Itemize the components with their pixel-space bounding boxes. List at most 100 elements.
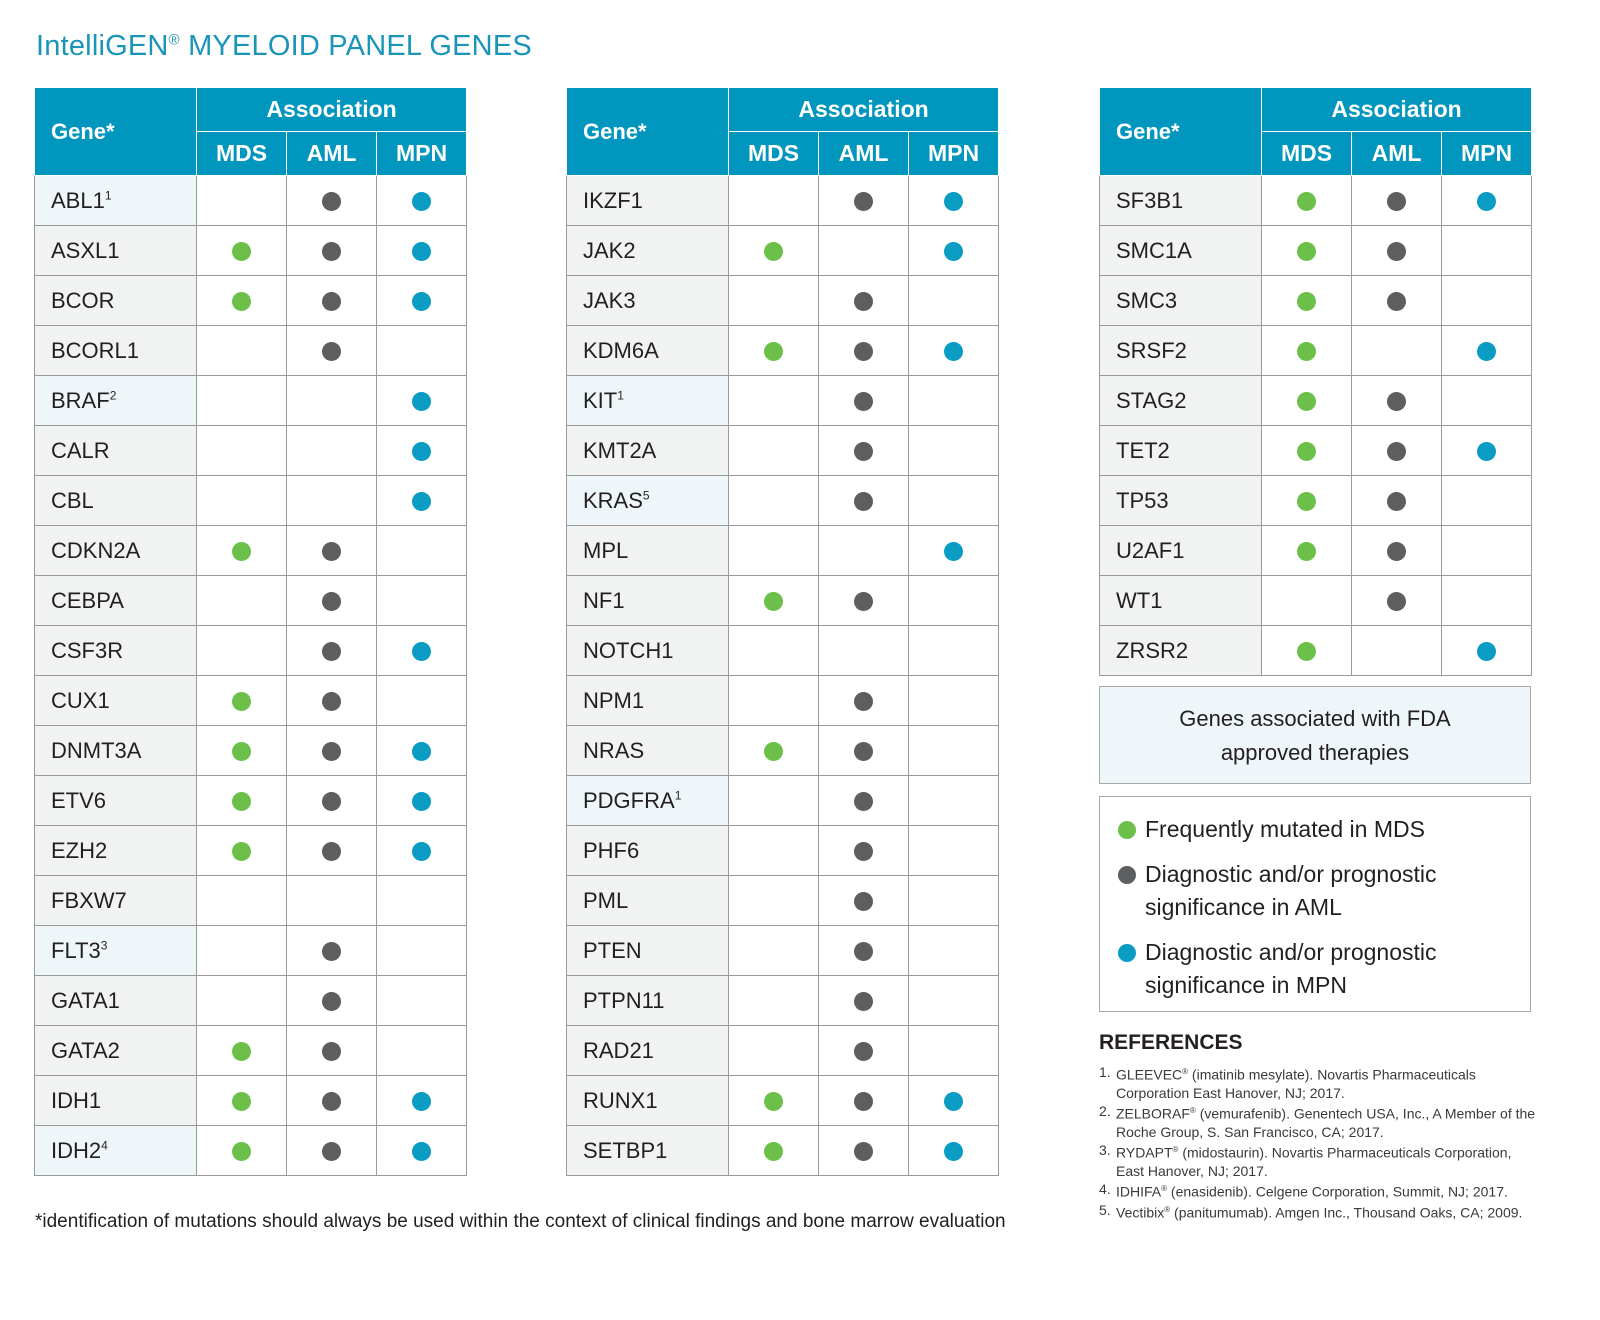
aml-dot-icon xyxy=(322,542,341,562)
gene-name: PTPN11 xyxy=(583,987,665,1013)
gene-name: JAK2 xyxy=(583,237,636,263)
mds-dot-icon xyxy=(1297,442,1316,462)
mds-cell xyxy=(728,375,819,426)
reference-drug: GLEEVEC xyxy=(1116,1066,1183,1083)
gene-name: SMC3 xyxy=(1116,287,1178,313)
mds-cell xyxy=(1261,225,1352,276)
table-row: KMT2A xyxy=(566,425,1000,476)
mds-dot-icon xyxy=(764,242,783,262)
aml-cell xyxy=(286,625,377,676)
aml-cell xyxy=(818,275,909,326)
gene-name: CUX1 xyxy=(51,687,110,713)
gene-name-cell: NPM1 xyxy=(566,675,729,726)
fda-legend-box: Genes associated with FDA approved thera… xyxy=(1099,686,1531,784)
table-row: MPL xyxy=(566,525,1000,576)
aml-cell xyxy=(286,275,377,326)
fda-legend-line-2: approved therapies xyxy=(1220,740,1410,765)
gene-name: NRAS xyxy=(583,737,645,763)
gene-table-3: Gene* Association MDS AML MPN SF3B1 SMC1A SMC3 S… xyxy=(1099,87,1533,676)
table-row: WT1 xyxy=(1099,575,1533,626)
mpn-column-header: MPN xyxy=(907,131,1000,176)
gene-reference-superscript: 1 xyxy=(617,388,624,403)
reference-text: (enasidenib). Celgene Corporation, Summi… xyxy=(1167,1183,1508,1200)
gene-name: ZRSR2 xyxy=(1116,637,1189,663)
aml-cell xyxy=(818,725,909,776)
gene-name-cell: EZH2 xyxy=(34,825,197,876)
gene-name: CALR xyxy=(51,437,110,463)
gene-name-cell: NOTCH1 xyxy=(566,625,729,676)
aml-dot-icon xyxy=(1387,192,1406,212)
aml-cell xyxy=(286,325,377,376)
mpn-dot-icon xyxy=(412,192,432,212)
mds-cell xyxy=(196,675,287,726)
aml-cell xyxy=(286,575,377,626)
aml-dot-icon xyxy=(854,492,873,512)
mds-cell xyxy=(728,175,819,226)
aml-cell xyxy=(286,425,377,476)
reference-item: 1. GLEEVEC® (imatinib mesylate). Novartis… xyxy=(1099,1063,1539,1102)
aml-column-header: AML xyxy=(1351,131,1442,176)
gene-name: IDH1 xyxy=(51,1087,102,1113)
legend: Frequently mutated in MDS Diagnostic and… xyxy=(1099,796,1531,1012)
aml-dot-icon xyxy=(854,392,873,412)
gene-name: BCORL1 xyxy=(51,337,140,363)
aml-cell xyxy=(286,375,377,426)
table-row: IDH1 xyxy=(34,1075,468,1126)
aml-dot-icon xyxy=(322,942,341,962)
mds-cell xyxy=(196,1125,287,1176)
mpn-dot-icon xyxy=(412,642,432,662)
table-row: ASXL1 xyxy=(34,225,468,276)
gene-name: CDKN2A xyxy=(51,537,141,563)
aml-cell xyxy=(818,1025,909,1076)
gene-name-cell: PML xyxy=(566,875,729,926)
table-row: STAG2 xyxy=(1099,375,1533,426)
aml-cell xyxy=(818,775,909,826)
reference-text: (vemurafenib). Genentech USA, Inc., A Me… xyxy=(1116,1105,1536,1140)
mpn-cell xyxy=(375,975,468,1026)
mds-cell xyxy=(196,475,287,526)
aml-dot-icon xyxy=(1387,392,1406,412)
gene-name: PTEN xyxy=(583,937,642,963)
aml-dot-icon xyxy=(322,842,341,862)
gene-name: MPL xyxy=(583,537,629,563)
aml-cell xyxy=(1351,425,1442,476)
mpn-cell xyxy=(375,775,468,826)
gene-name: WT1 xyxy=(1116,587,1163,613)
legend-text-line-2: significance in MPN xyxy=(1145,972,1347,998)
aml-dot-icon xyxy=(322,592,341,612)
gene-name: SMC1A xyxy=(1116,237,1192,263)
aml-cell xyxy=(286,175,377,226)
aml-cell xyxy=(818,175,909,226)
gene-name: CEBPA xyxy=(51,587,124,613)
mds-cell xyxy=(196,225,287,276)
aml-dot-icon xyxy=(1387,592,1406,612)
gene-name-cell: PTEN xyxy=(566,925,729,976)
mpn-cell xyxy=(907,625,1000,676)
gene-name-cell: FLT33 xyxy=(34,925,197,976)
aml-cell xyxy=(286,725,377,776)
aml-dot-icon xyxy=(1387,242,1406,262)
table-row: IDH24 xyxy=(34,1125,468,1176)
aml-dot-icon xyxy=(322,342,341,362)
mds-dot-icon xyxy=(232,242,251,262)
gene-name: BRAF xyxy=(51,387,110,413)
mpn-cell xyxy=(1440,425,1533,476)
mpn-cell xyxy=(375,575,468,626)
gene-name-cell: PHF6 xyxy=(566,825,729,876)
aml-cell xyxy=(818,1075,909,1126)
aml-dot-icon xyxy=(322,692,341,712)
mpn-dot-icon xyxy=(1477,642,1497,662)
table-row: PDGFRA1 xyxy=(566,775,1000,826)
table-row: PML xyxy=(566,875,1000,926)
mds-cell xyxy=(728,275,819,326)
aml-dot-icon xyxy=(854,1042,873,1062)
table-row: CUX1 xyxy=(34,675,468,726)
table-row: TP53 xyxy=(1099,475,1533,526)
gene-name-cell: ZRSR2 xyxy=(1099,625,1262,676)
mpn-cell xyxy=(375,225,468,276)
reference-text: (midostaurin). Novartis Pharmaceuticals … xyxy=(1116,1144,1512,1179)
aml-cell xyxy=(818,1125,909,1176)
aml-dot-icon xyxy=(1387,442,1406,462)
mds-dot-icon xyxy=(232,1142,251,1162)
references-title: REFERENCES xyxy=(1099,1031,1243,1054)
